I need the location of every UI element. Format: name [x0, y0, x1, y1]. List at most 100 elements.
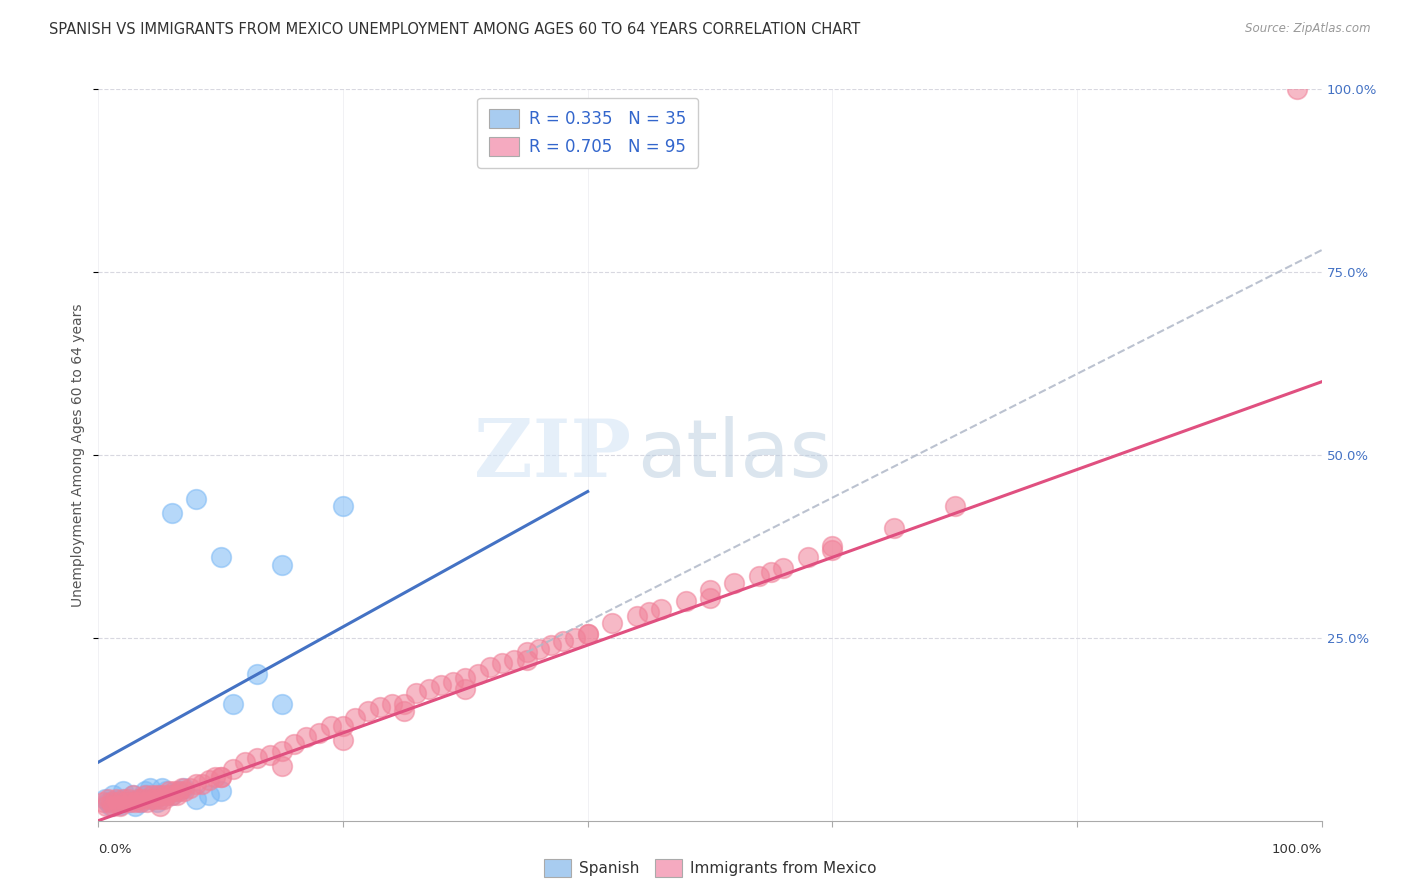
Point [124, 796, 146, 810]
Point [129, 796, 152, 810]
Point [143, 791, 166, 805]
Point [295, 730, 318, 744]
Point [430, 678, 453, 692]
Point [821, 543, 844, 558]
Point [91, 796, 114, 810]
Point [418, 681, 440, 696]
Point [270, 758, 294, 772]
Point [166, 788, 188, 802]
Point [149, 791, 172, 805]
Point [356, 704, 378, 718]
Point [117, 791, 139, 805]
Point [723, 576, 745, 591]
Point [540, 638, 562, 652]
Point [107, 796, 129, 810]
Point [600, 616, 623, 631]
Point [105, 793, 128, 807]
Point [392, 697, 416, 711]
Point [527, 641, 550, 656]
Point [127, 791, 149, 805]
Point [131, 791, 153, 805]
Point [157, 784, 180, 798]
Point [576, 627, 599, 641]
Text: 0.0%: 0.0% [98, 843, 132, 856]
Point [209, 784, 232, 798]
Point [553, 634, 575, 648]
Point [209, 770, 232, 784]
Point [149, 788, 172, 802]
Point [100, 799, 122, 814]
Point [467, 667, 489, 681]
Point [332, 718, 354, 732]
Text: ZIP: ZIP [474, 416, 630, 494]
Point [454, 681, 477, 696]
Text: SPANISH VS IMMIGRANTS FROM MEXICO UNEMPLOYMENT AMONG AGES 60 TO 64 YEARS CORRELA: SPANISH VS IMMIGRANTS FROM MEXICO UNEMPL… [49, 22, 860, 37]
Point [246, 667, 269, 681]
Point [173, 780, 195, 795]
Point [134, 784, 156, 798]
Point [270, 744, 294, 758]
Point [139, 780, 162, 795]
Point [821, 539, 844, 553]
Point [797, 550, 820, 565]
Point [124, 799, 146, 814]
Point [368, 700, 391, 714]
Point [101, 788, 124, 802]
Point [110, 797, 132, 812]
Point [283, 737, 305, 751]
Point [150, 788, 173, 802]
Point [699, 583, 721, 598]
Point [270, 697, 294, 711]
Point [163, 784, 186, 798]
Point [167, 784, 190, 798]
Point [270, 558, 294, 572]
Point [638, 605, 661, 619]
Point [94, 799, 117, 814]
Point [319, 718, 342, 732]
Point [204, 770, 226, 784]
Point [772, 561, 794, 575]
Point [381, 697, 404, 711]
Point [332, 499, 354, 513]
Point [405, 686, 427, 700]
Point [675, 594, 697, 608]
Point [160, 788, 183, 802]
Point [155, 784, 177, 798]
Point [943, 499, 966, 513]
Point [222, 697, 245, 711]
Point [136, 796, 159, 810]
Point [114, 796, 136, 810]
Point [118, 796, 141, 810]
Point [104, 791, 127, 805]
Point [160, 507, 183, 521]
Point [491, 657, 513, 671]
Point [503, 653, 526, 667]
Point [142, 791, 165, 805]
Point [170, 780, 193, 795]
Point [478, 660, 501, 674]
Point [97, 791, 120, 805]
Point [146, 788, 169, 802]
Text: 100.0%: 100.0% [1271, 843, 1322, 856]
Point [100, 796, 122, 810]
Point [564, 631, 586, 645]
Point [626, 608, 648, 623]
Y-axis label: Unemployment Among Ages 60 to 64 years: Unemployment Among Ages 60 to 64 years [72, 303, 86, 607]
Point [650, 601, 672, 615]
Legend: Spanish, Immigrants from Mexico: Spanish, Immigrants from Mexico [534, 850, 886, 886]
Point [156, 788, 179, 802]
Point [515, 653, 537, 667]
Point [233, 755, 256, 769]
Point [209, 770, 232, 784]
Point [136, 788, 159, 802]
Point [1286, 82, 1309, 96]
Point [883, 521, 905, 535]
Point [246, 751, 269, 765]
Point [186, 491, 208, 506]
Point [93, 791, 115, 805]
Point [167, 784, 190, 798]
Point [149, 799, 172, 814]
Point [141, 788, 163, 802]
Point [110, 799, 132, 814]
Point [146, 796, 169, 810]
